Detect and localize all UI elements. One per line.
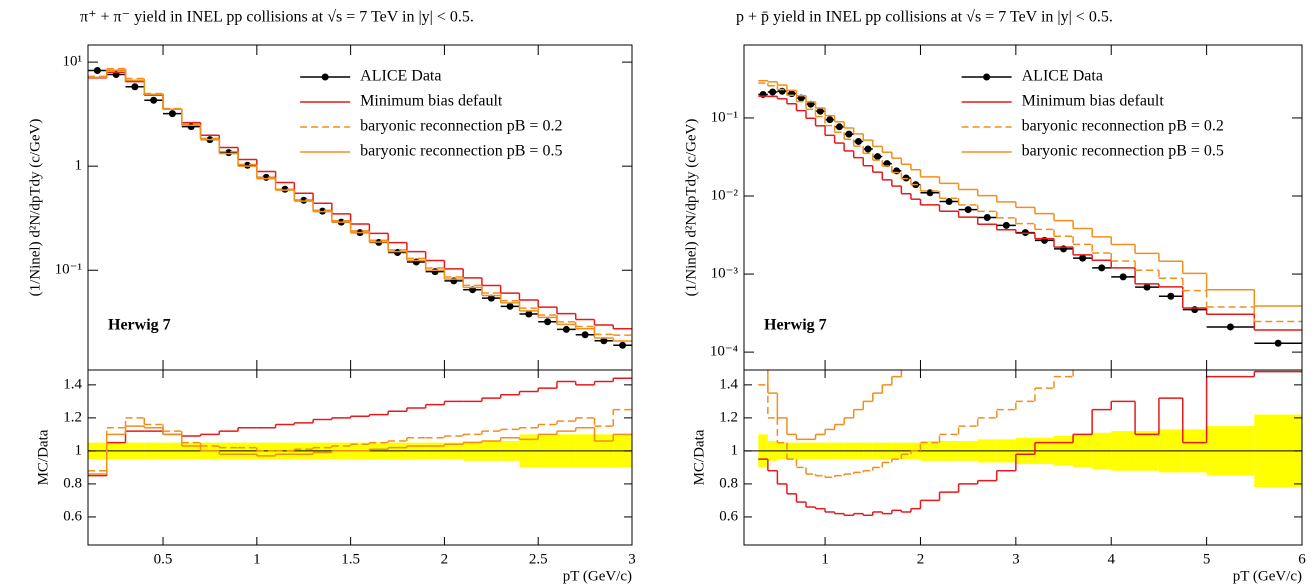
main-plot bbox=[88, 67, 632, 349]
data-point bbox=[225, 149, 233, 157]
data-point bbox=[168, 110, 176, 118]
y-tick-label: 10¹ bbox=[63, 54, 83, 70]
legend-label: baryonic reconnection pB = 0.5 bbox=[1022, 143, 1224, 160]
data-point bbox=[945, 198, 953, 206]
data-point bbox=[150, 96, 158, 104]
x-tick-label: 6 bbox=[1298, 551, 1306, 567]
x-tick-label: 2 bbox=[441, 551, 449, 567]
ratio-y-axis-label: MC/Data bbox=[35, 429, 51, 485]
x-tick-label: 1 bbox=[821, 551, 829, 567]
ratio-y-tick-label: 1.4 bbox=[63, 376, 82, 392]
x-tick-label: 3 bbox=[628, 551, 636, 567]
data-point bbox=[835, 123, 843, 131]
x-tick-label: 1 bbox=[253, 551, 261, 567]
data-point bbox=[864, 145, 872, 153]
data-point bbox=[983, 214, 991, 222]
x-axis-label: pT (GeV/c) bbox=[1233, 568, 1302, 584]
legend-marker bbox=[321, 73, 329, 81]
data-point bbox=[581, 331, 589, 339]
data-point bbox=[964, 206, 972, 214]
legend-label: baryonic reconnection pB = 0.5 bbox=[360, 143, 562, 160]
data-point bbox=[816, 107, 824, 115]
ratio-y-tick-label: 1 bbox=[731, 442, 739, 458]
legend-label: baryonic reconnection pB = 0.2 bbox=[360, 118, 562, 135]
data-point bbox=[300, 196, 308, 204]
data-point bbox=[1079, 254, 1087, 262]
y-tick-label: 10⁻⁴ bbox=[710, 344, 738, 360]
annotation: Herwig 7 bbox=[764, 317, 827, 334]
ratio-y-tick-label: 0.6 bbox=[63, 508, 82, 524]
data-point bbox=[769, 88, 777, 96]
x-tick-label: 2 bbox=[917, 551, 925, 567]
x-tick-label: 5 bbox=[1203, 551, 1211, 567]
data-point bbox=[1226, 323, 1234, 331]
ratio-y-tick-label: 1.4 bbox=[719, 376, 738, 392]
data-point bbox=[243, 161, 251, 169]
data-point bbox=[1002, 221, 1010, 229]
ratio-frame bbox=[87, 369, 633, 546]
data-point bbox=[1143, 283, 1151, 291]
ratio-y-tick-label: 0.6 bbox=[719, 508, 738, 524]
x-tick-label: 1.5 bbox=[341, 551, 360, 567]
x-tick-label: 3 bbox=[1012, 551, 1020, 567]
data-point bbox=[788, 90, 796, 98]
data-point bbox=[562, 325, 570, 333]
ratio-plot bbox=[758, 370, 1302, 517]
ratio-y-axis-label: MC/Data bbox=[691, 429, 707, 485]
data-point bbox=[1119, 273, 1127, 281]
ratio-y-tick-label: 1.2 bbox=[719, 409, 738, 425]
data-point bbox=[1167, 292, 1175, 300]
x-tick-label: 2.5 bbox=[529, 551, 548, 567]
main-plot bbox=[758, 79, 1302, 347]
data-point bbox=[544, 318, 552, 326]
ratio-y-tick-label: 0.8 bbox=[719, 475, 738, 491]
data-point bbox=[1274, 339, 1282, 347]
data-point bbox=[131, 83, 139, 91]
y-tick-label: 1 bbox=[75, 158, 83, 174]
ratio-y-tick-label: 1 bbox=[75, 442, 83, 458]
data-point bbox=[431, 268, 439, 276]
ratio-y-tick-label: 1.2 bbox=[63, 409, 82, 425]
data-point bbox=[778, 87, 786, 95]
ratio-frame bbox=[743, 369, 1303, 546]
y-tick-label: 10⁻² bbox=[711, 187, 739, 203]
data-point bbox=[412, 258, 420, 266]
data-point bbox=[487, 294, 495, 302]
y-axis-label: (1/Ninel) d²N/dpTdy (c/GeV) bbox=[683, 119, 699, 297]
annotation: Herwig 7 bbox=[108, 317, 171, 334]
data-point bbox=[874, 153, 882, 161]
y-tick-label: 10⁻³ bbox=[711, 265, 739, 281]
chart-title: p + p̄ yield in INEL pp collisions at √s… bbox=[736, 9, 1113, 26]
legend-marker bbox=[983, 73, 991, 81]
data-point bbox=[394, 249, 402, 257]
data-point bbox=[845, 130, 853, 138]
x-tick-label: 4 bbox=[1107, 551, 1115, 567]
data-point bbox=[854, 137, 862, 145]
ratio-plot bbox=[88, 377, 632, 477]
x-tick-label: 0.5 bbox=[154, 551, 173, 567]
y-tick-label: 10⁻¹ bbox=[711, 109, 738, 125]
data-point bbox=[1098, 264, 1106, 272]
chart-title: π⁺ + π⁻ yield in INEL pp collisions at √… bbox=[80, 9, 474, 26]
data-point bbox=[506, 302, 514, 310]
data-point bbox=[600, 337, 608, 345]
legend-label: Minimum bias default bbox=[360, 93, 503, 110]
legend-label: baryonic reconnection pB = 0.2 bbox=[1022, 118, 1224, 135]
y-axis-label: (1/Ninel) d²N/dpTdy (c/GeV) bbox=[27, 119, 43, 297]
legend-label: Minimum bias default bbox=[1022, 93, 1165, 110]
legend-label: ALICE Data bbox=[360, 68, 441, 85]
data-point bbox=[893, 167, 901, 175]
data-point bbox=[281, 185, 289, 193]
data-point bbox=[93, 67, 101, 75]
legend-label: ALICE Data bbox=[1022, 68, 1103, 85]
y-tick-label: 10⁻¹ bbox=[55, 262, 82, 278]
data-point bbox=[826, 116, 834, 124]
data-point bbox=[525, 310, 533, 318]
x-axis-label: pT (GeV/c) bbox=[563, 568, 632, 584]
data-point bbox=[619, 341, 627, 349]
ratio-y-tick-label: 0.8 bbox=[63, 475, 82, 491]
